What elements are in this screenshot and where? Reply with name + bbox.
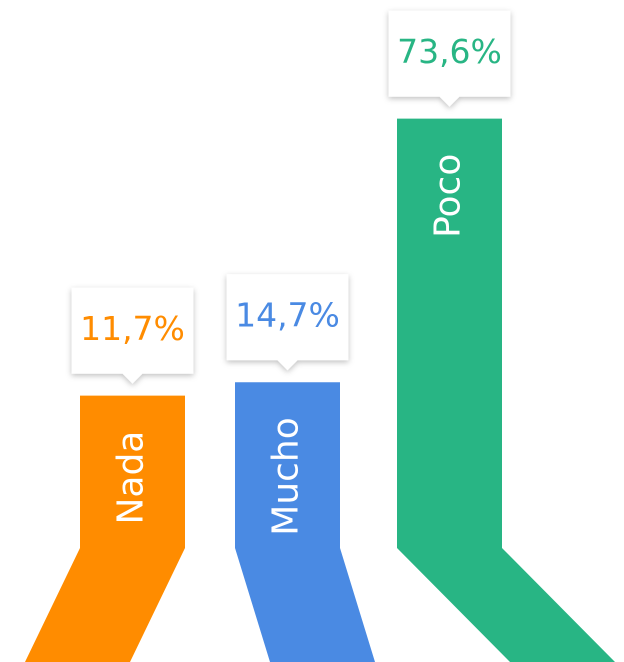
bar — [235, 382, 375, 662]
value-callout — [71, 287, 194, 384]
value-callout — [226, 274, 349, 371]
value-label: 11,7% — [80, 309, 185, 348]
category-label: Poco — [428, 154, 469, 238]
category-label: Nada — [111, 431, 152, 525]
value-callout — [388, 10, 511, 107]
category-label: Mucho — [266, 417, 307, 536]
value-label: 73,6% — [397, 32, 502, 71]
value-label: 14,7% — [235, 296, 340, 335]
bar — [397, 118, 615, 662]
bar — [25, 395, 185, 662]
